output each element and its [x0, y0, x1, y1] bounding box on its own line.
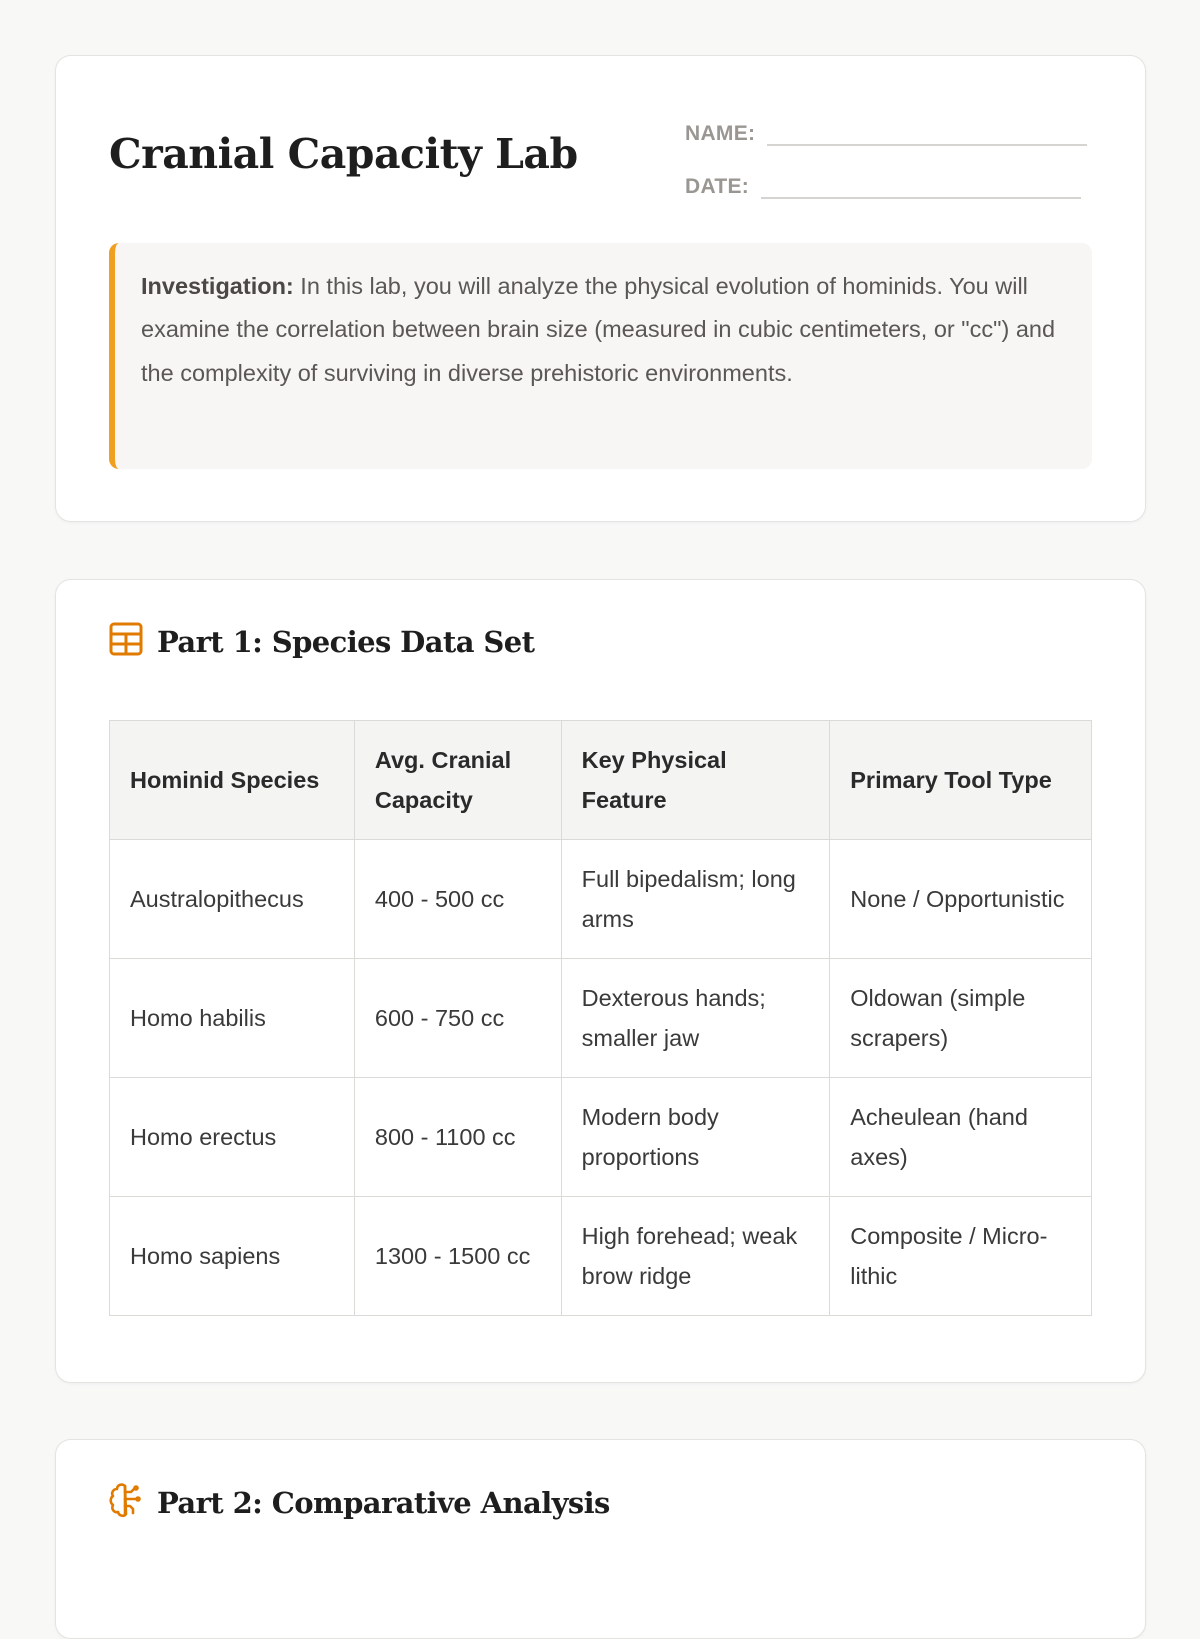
table-row: Australopithecus 400 - 500 cc Full biped… — [109, 839, 1092, 959]
column-header: Key Physical Feature — [560, 720, 831, 840]
species-cell: Australopithecus — [109, 839, 355, 959]
species-cell: Homo habilis — [109, 958, 355, 1078]
capacity-cell: 600 - 750 cc — [353, 958, 562, 1078]
species-table: Hominid Species Avg. Cranial Capacity Ke… — [109, 720, 1092, 1316]
species-cell: Homo sapiens — [109, 1196, 355, 1316]
part2-card: Part 2: Comparative Analysis — [55, 1439, 1146, 1639]
page-title: Cranial Capacity Lab — [109, 130, 578, 178]
part1-heading: Part 1: Species Data Set — [109, 622, 535, 661]
date-input-line[interactable] — [761, 169, 1082, 199]
table-row: Homo erectus 800 - 1100 cc Modern body p… — [109, 1077, 1092, 1197]
table-icon — [109, 622, 143, 661]
investigation-lead: Investigation: — [141, 273, 294, 299]
column-header: Hominid Species — [109, 720, 355, 840]
feature-cell: Modern body proportions — [560, 1077, 831, 1197]
part2-title: Part 2: Comparative Analysis — [157, 1485, 610, 1520]
feature-cell: Full bipedalism; long arms — [560, 839, 831, 959]
feature-cell: High forehead; weak brow ridge — [560, 1196, 831, 1316]
name-input-line[interactable] — [767, 116, 1088, 146]
part2-heading: Part 2: Comparative Analysis — [109, 1482, 610, 1523]
brain-icon — [109, 1482, 143, 1523]
capacity-cell: 400 - 500 cc — [353, 839, 562, 959]
part1-card: Part 1: Species Data Set Hominid Species… — [55, 579, 1146, 1383]
tool-cell: None / Opportunistic — [829, 839, 1092, 959]
table-row: Homo sapiens 1300 - 1500 cc High forehea… — [109, 1196, 1092, 1316]
name-label: NAME: — [685, 122, 756, 145]
capacity-cell: 800 - 1100 cc — [353, 1077, 562, 1197]
column-header: Avg. Cranial Capacity — [353, 720, 562, 840]
tool-cell: Acheulean (hand axes) — [829, 1077, 1092, 1197]
investigation-text: In this lab, you will analyze the physic… — [141, 273, 1056, 386]
part1-title: Part 1: Species Data Set — [157, 624, 535, 659]
species-cell: Homo erectus — [109, 1077, 355, 1197]
investigation-callout: Investigation: In this lab, you will ana… — [109, 243, 1092, 469]
capacity-cell: 1300 - 1500 cc — [353, 1196, 562, 1316]
name-field: NAME: — [685, 116, 1088, 146]
tool-cell: Composite / Micro-lithic — [829, 1196, 1092, 1316]
date-field: DATE: — [685, 169, 1082, 199]
tool-cell: Oldowan (simple scrapers) — [829, 958, 1092, 1078]
column-header: Primary Tool Type — [829, 720, 1092, 840]
date-label: DATE: — [685, 175, 750, 198]
table-row: Homo habilis 600 - 750 cc Dexterous hand… — [109, 958, 1092, 1078]
feature-cell: Dexterous hands; smaller jaw — [560, 958, 831, 1078]
header-card: Cranial Capacity Lab NAME: DATE: Investi… — [55, 55, 1146, 522]
table-header-row: Hominid Species Avg. Cranial Capacity Ke… — [109, 720, 1092, 840]
